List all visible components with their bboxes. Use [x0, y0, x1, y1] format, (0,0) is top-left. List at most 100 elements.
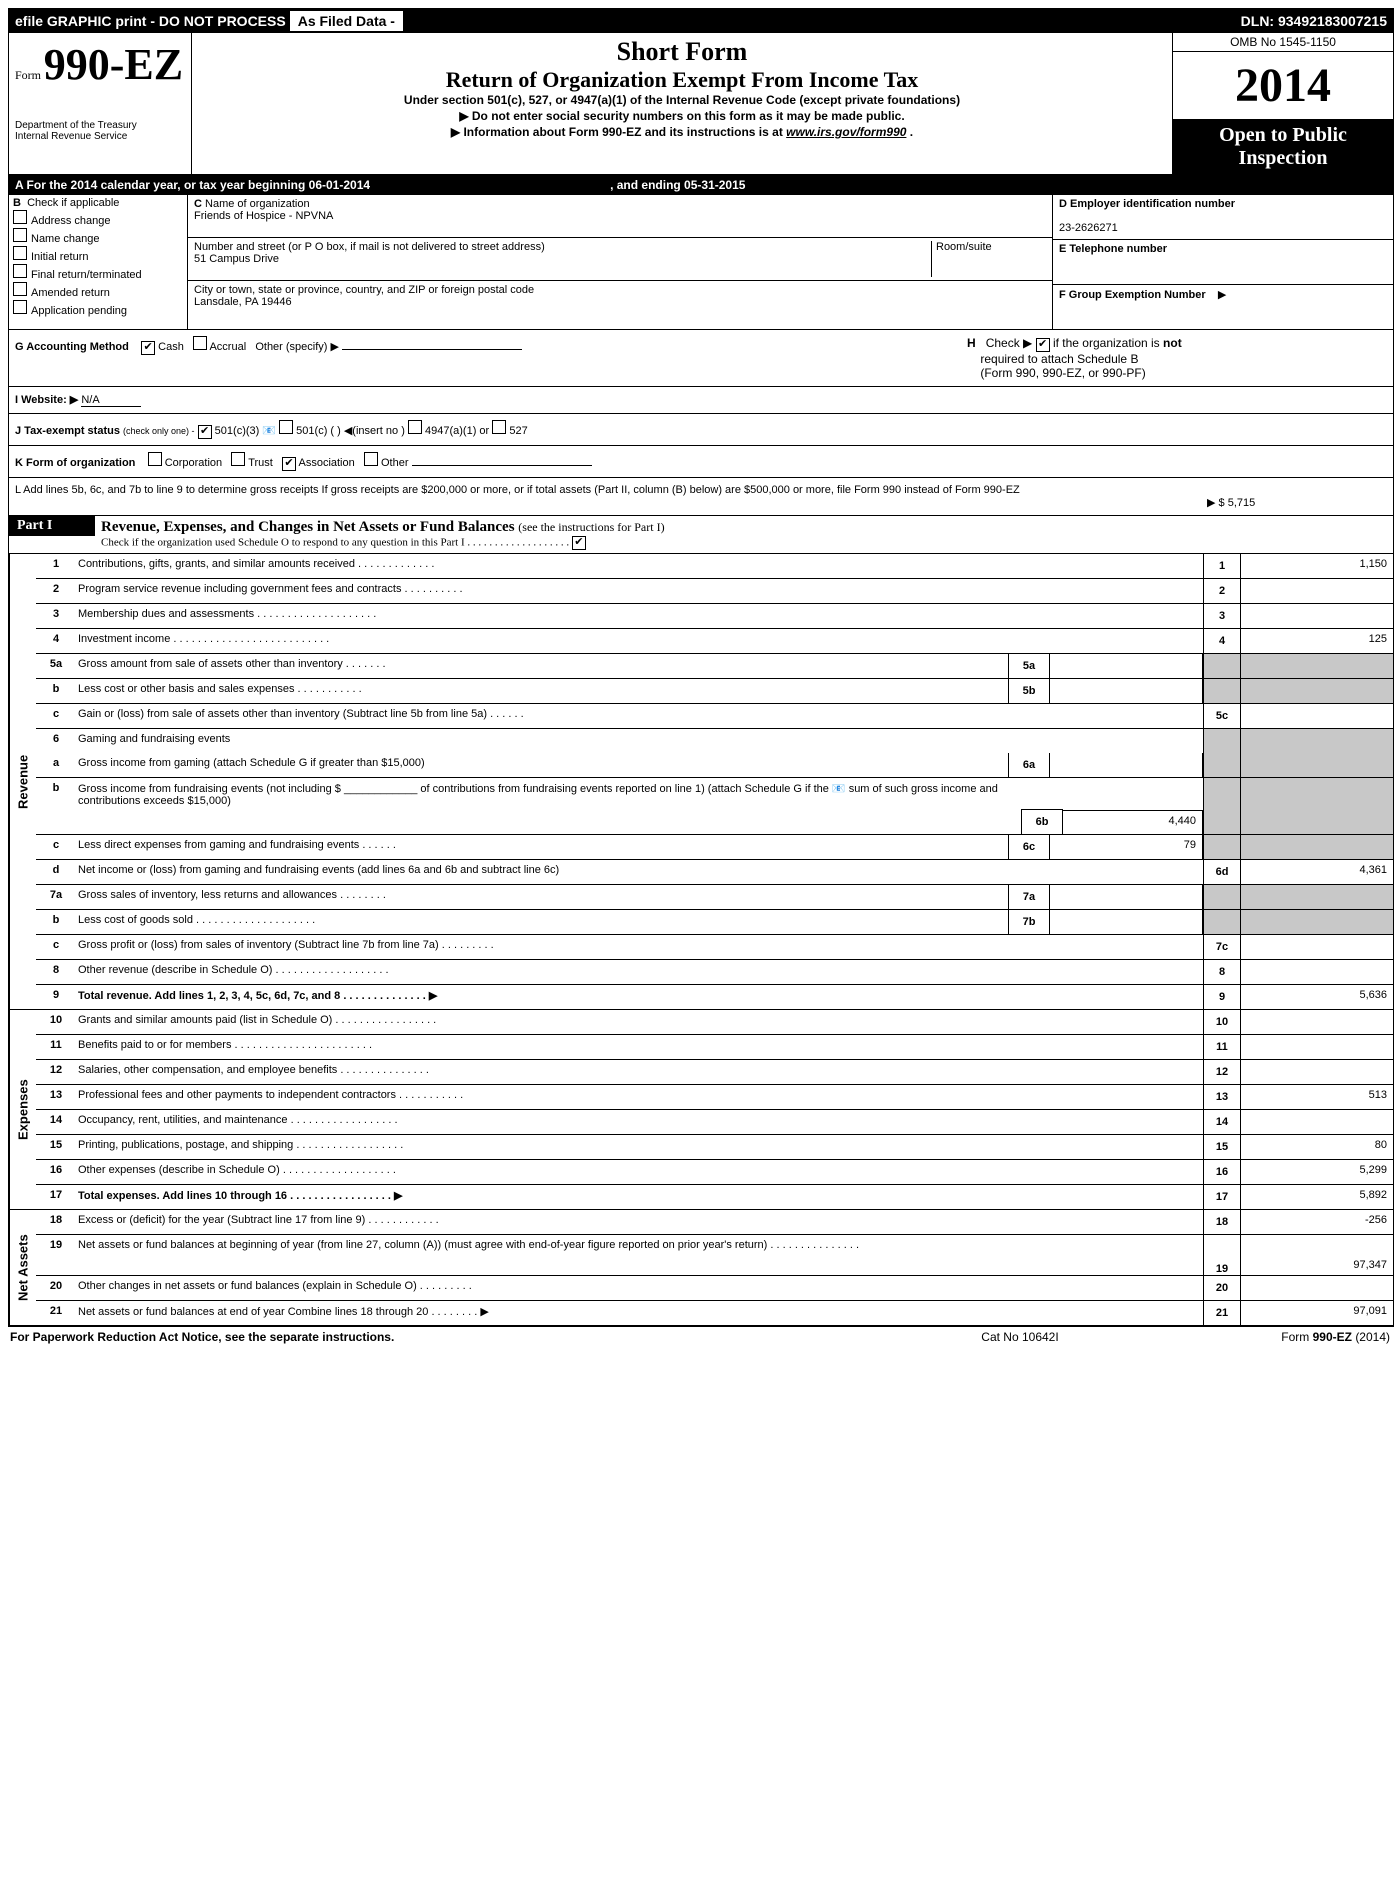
line-4-value: 125: [1241, 629, 1393, 653]
chk-trust[interactable]: [231, 452, 245, 466]
chk-association[interactable]: [282, 457, 296, 471]
chk-name-change[interactable]: [13, 228, 27, 242]
city-label: City or town, state or province, country…: [194, 284, 534, 296]
return-title: Return of Organization Exempt From Incom…: [200, 67, 1164, 93]
line-16-value: 5,299: [1241, 1160, 1393, 1184]
revenue-vertical-label: Revenue: [9, 554, 36, 1009]
line-6b-rnum: [1203, 778, 1241, 834]
irs-form990-link[interactable]: www.irs.gov/form990: [786, 125, 906, 139]
city-value: Lansdale, PA 19446: [194, 296, 292, 308]
line-6d-rnum: 6d: [1203, 860, 1241, 884]
chk-initial-return[interactable]: [13, 246, 27, 260]
line-10-desc: Grants and similar amounts paid (list in…: [76, 1010, 1203, 1034]
line-12-rnum: 12: [1203, 1060, 1241, 1084]
instruction-1: ▶ Do not enter social security numbers o…: [200, 109, 1164, 123]
part-1-check-line: Check if the organization used Schedule …: [101, 537, 569, 549]
lbl-initial-return: Initial return: [31, 251, 88, 263]
line-19-num: 19: [36, 1235, 76, 1275]
line-6-num: 6: [36, 729, 76, 753]
h-label: H: [967, 336, 976, 350]
line-6a-desc: Gross income from gaming (attach Schedul…: [76, 753, 1008, 777]
section-j: J Tax-exempt status (check only one) - 5…: [9, 414, 1393, 446]
line-3-num: 3: [36, 604, 76, 628]
line-16-desc: Other expenses (describe in Schedule O) …: [76, 1160, 1203, 1184]
chk-application-pending[interactable]: [13, 300, 27, 314]
lbl-name-change: Name change: [31, 233, 100, 245]
chk-accrual[interactable]: [193, 336, 207, 350]
row-a-tax-year: A For the 2014 calendar year, or tax yea…: [9, 175, 1393, 195]
line-6a-rnum: [1203, 753, 1241, 777]
h-text2: if the organization is: [1053, 336, 1160, 350]
line-7c-num: c: [36, 935, 76, 959]
lbl-501c3: 501(c)(3): [215, 425, 260, 437]
box-def: D Employer identification number 23-2626…: [1052, 195, 1393, 329]
line-9-value: 5,636: [1241, 985, 1393, 1009]
chk-schedule-o-used[interactable]: [572, 536, 586, 550]
line-7b-rnum: [1203, 910, 1241, 934]
chk-final-return[interactable]: [13, 264, 27, 278]
dln-value: 93492183007215: [1278, 13, 1387, 29]
dept-treasury: Department of the Treasury: [15, 120, 185, 131]
line-7a-subcol: 7a: [1008, 885, 1050, 909]
line-5b-rval: [1241, 679, 1393, 703]
g-label: G Accounting Method: [15, 341, 129, 353]
header-right: OMB No 1545-1150 2014 Open to Public Ins…: [1172, 33, 1393, 174]
open-inspection: Open to Public Inspection: [1173, 120, 1393, 174]
line-19-value: 97,347: [1241, 1235, 1393, 1275]
revenue-section: Revenue 1Contributions, gifts, grants, a…: [9, 554, 1393, 1010]
line-7a-desc: Gross sales of inventory, less returns a…: [76, 885, 1008, 909]
as-filed-box: As Filed Data -: [290, 11, 403, 31]
line-20-num: 20: [36, 1276, 76, 1300]
line-14-value: [1241, 1110, 1393, 1134]
line-1-rnum: 1: [1203, 554, 1241, 578]
open-line2: Inspection: [1175, 147, 1391, 170]
line-6c-num: c: [36, 835, 76, 859]
line-19-desc: Net assets or fund balances at beginning…: [76, 1235, 1203, 1275]
l-arrow: ▶: [1207, 497, 1215, 509]
ein-value: 23-2626271: [1059, 222, 1118, 234]
line-8-value: [1241, 960, 1393, 984]
chk-corporation[interactable]: [148, 452, 162, 466]
f-label: F Group Exemption Number: [1059, 289, 1206, 301]
header-center: Short Form Return of Organization Exempt…: [192, 33, 1172, 174]
line-21-rnum: 21: [1203, 1301, 1241, 1325]
lbl-501c: 501(c) ( ) ◀(insert no ): [296, 425, 405, 437]
line-14-rnum: 14: [1203, 1110, 1241, 1134]
line-5b-num: b: [36, 679, 76, 703]
chk-527[interactable]: [492, 420, 506, 434]
chk-address-change[interactable]: [13, 210, 27, 224]
chk-501c[interactable]: [279, 420, 293, 434]
street-label: Number and street (or P O box, if mail i…: [194, 241, 545, 253]
line-7a-subval: [1050, 885, 1203, 909]
footer-right-form: 990-EZ: [1313, 1330, 1352, 1344]
line-21-num: 21: [36, 1301, 76, 1325]
lbl-4947a1: 4947(a)(1) or: [425, 425, 489, 437]
line-7b-num: b: [36, 910, 76, 934]
line-6c-subval: 79: [1050, 835, 1203, 859]
line-17-num: 17: [36, 1185, 76, 1209]
line-16-rnum: 16: [1203, 1160, 1241, 1184]
chk-cash[interactable]: [141, 341, 155, 355]
l-value: $ 5,715: [1219, 497, 1256, 509]
room-label: Room/suite: [936, 241, 992, 253]
chk-4947a1[interactable]: [408, 420, 422, 434]
line-13-num: 13: [36, 1085, 76, 1109]
line-8-desc: Other revenue (describe in Schedule O) .…: [76, 960, 1203, 984]
line-3-value: [1241, 604, 1393, 628]
chk-501c3[interactable]: [198, 425, 212, 439]
chk-amended-return[interactable]: [13, 282, 27, 296]
footer-right-post: (2014): [1355, 1330, 1390, 1344]
line-6c-subcol: 6c: [1008, 835, 1050, 859]
line-7c-value: [1241, 935, 1393, 959]
line-2-value: [1241, 579, 1393, 603]
footer-right: Form 990-EZ (2014): [1170, 1330, 1390, 1344]
chk-other-org[interactable]: [364, 452, 378, 466]
lbl-application-pending: Application pending: [31, 305, 127, 317]
footer-left: For Paperwork Reduction Act Notice, see …: [10, 1330, 870, 1344]
line-15-rnum: 15: [1203, 1135, 1241, 1159]
org-name: Friends of Hospice - NPVNA: [194, 210, 333, 222]
chk-schedule-b-not-required[interactable]: [1036, 338, 1050, 352]
open-line1: Open to Public: [1175, 124, 1391, 147]
h-text1: Check ▶: [986, 336, 1033, 350]
line-7a-rval: [1241, 885, 1393, 909]
